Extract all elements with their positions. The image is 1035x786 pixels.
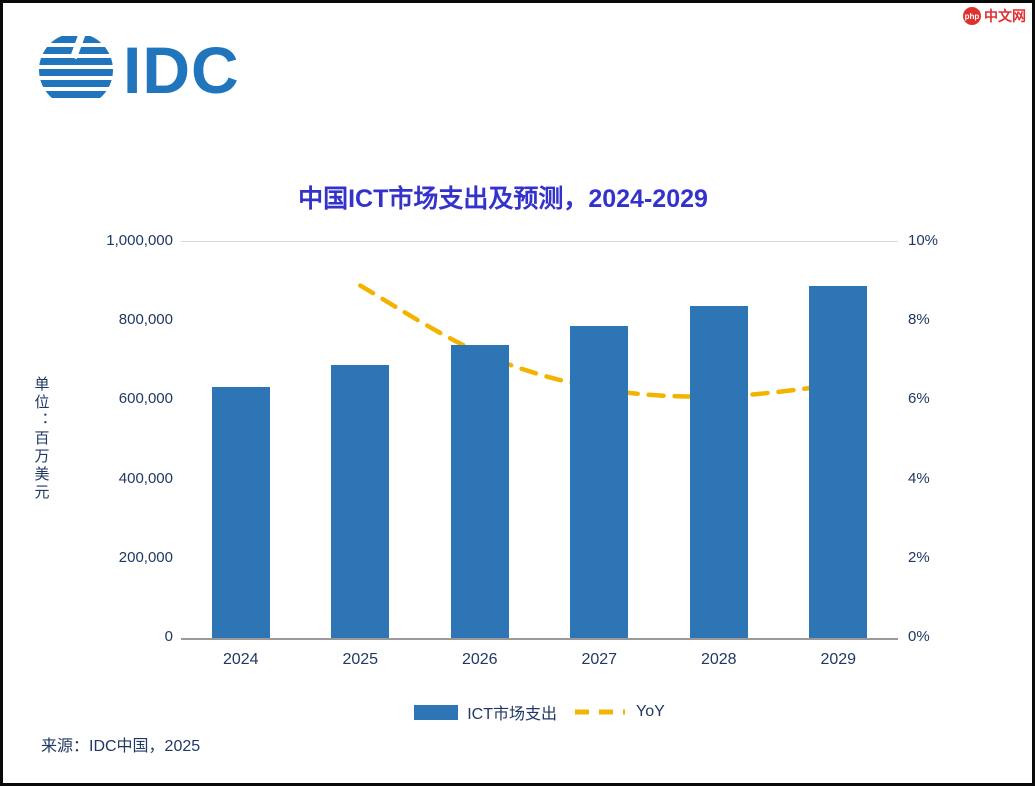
idc-globe-icon <box>39 33 113 98</box>
legend-item-line: YoY <box>573 703 665 721</box>
bar-2027 <box>570 326 629 638</box>
y-right-tick: 4% <box>908 469 930 487</box>
x-tick-2028: 2028 <box>700 651 737 668</box>
x-tick-2026: 2026 <box>461 651 498 668</box>
legend-item-bar: ICT市场支出 <box>414 700 557 724</box>
y-right-tick: 2% <box>908 548 930 566</box>
y-left-tick: 1,000,000 <box>106 232 173 249</box>
idc-logo: IDC <box>35 29 240 111</box>
bar-2029 <box>809 285 868 638</box>
y-axis-title: 单位：百万美元 <box>19 241 63 637</box>
y-axis-title-text: 单位：百万美元 <box>32 376 50 502</box>
y-right-tick: 0% <box>908 627 930 645</box>
y-axis-right: 10% 8% 6% 4% 2% 0% <box>908 231 978 647</box>
legend-label-bar: ICT市场支出 <box>467 706 557 723</box>
watermark-text: 中文网 <box>984 8 1026 24</box>
y-right-tick: 8% <box>908 311 930 329</box>
y-axis-left: 1,000,000 800,000 600,000 400,000 200,000 0 <box>61 231 173 647</box>
bar-2026 <box>450 344 509 638</box>
line-series-swatch <box>575 709 625 715</box>
legend-label-line: YoY <box>636 703 665 720</box>
x-axis: 2024 2025 2026 2027 2028 2029 <box>181 651 898 669</box>
php-badge-icon: php <box>963 7 981 25</box>
idc-logo-text: IDC <box>123 33 240 107</box>
y-left-tick: 800,000 <box>118 311 173 329</box>
x-tick-2027: 2027 <box>581 651 618 668</box>
plot-area <box>181 241 898 640</box>
bar-2028 <box>689 306 748 638</box>
y-right-tick: 6% <box>908 390 930 408</box>
legend: ICT市场支出 YoY <box>181 700 898 724</box>
x-tick-2024: 2024 <box>222 651 259 668</box>
bar-2025 <box>331 364 390 638</box>
y-left-tick: 600,000 <box>118 390 173 408</box>
chart-title: 中国ICT市场支出及预测，2024-2029 <box>298 185 708 213</box>
yoy-line <box>358 283 841 399</box>
y-left-tick: 400,000 <box>118 469 173 487</box>
watermark: php 中文网 <box>963 6 1026 26</box>
y-left-tick: 200,000 <box>118 548 173 566</box>
y-left-tick: 0 <box>164 627 173 645</box>
x-tick-2025: 2025 <box>342 651 379 668</box>
bar-series-swatch <box>414 704 459 720</box>
source-note: 来源：IDC中国，2025 <box>41 738 201 755</box>
y-right-tick: 10% <box>908 232 939 249</box>
x-tick-2029: 2029 <box>820 651 857 668</box>
bar-2024 <box>211 386 270 638</box>
